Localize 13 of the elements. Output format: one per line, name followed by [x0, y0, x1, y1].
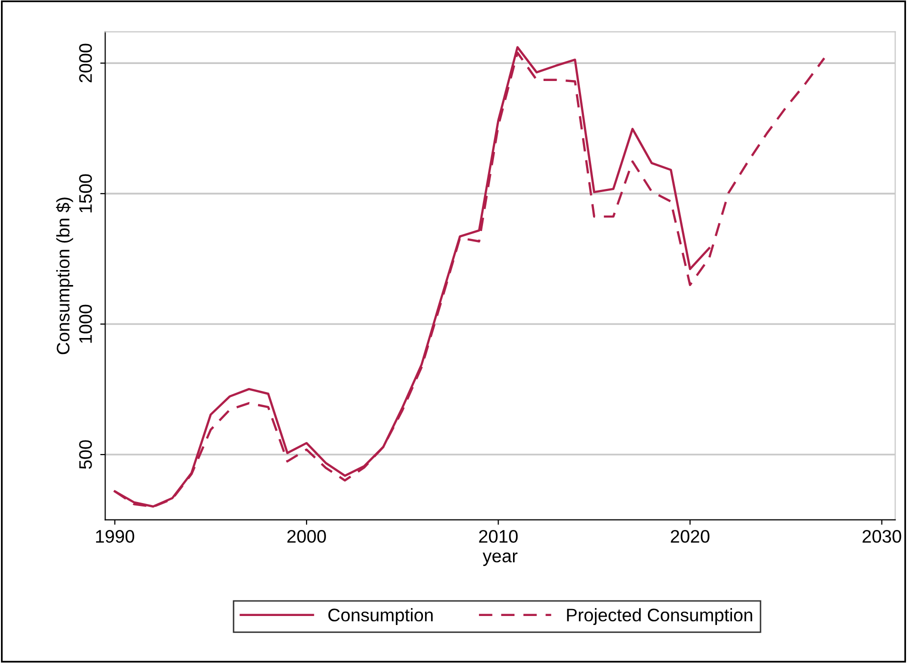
x-axis-title: year: [482, 552, 518, 566]
x-tick-label: 2000: [287, 530, 326, 543]
x-tick-label: 2030: [862, 530, 902, 543]
x-tick-label: 1990: [96, 530, 134, 543]
y-tick-label: 1500: [79, 174, 92, 212]
legend-label: Consumption: [328, 608, 433, 626]
y-tick-label: 1000: [79, 304, 92, 343]
y-tick-label: 2000: [79, 44, 92, 82]
y-tick-label: 500: [79, 440, 92, 469]
legend-label: Projected Consumption: [567, 608, 752, 626]
y-axis-title: Consumption (bn $): [56, 198, 74, 354]
x-tick-label: 2020: [670, 530, 710, 543]
x-tick-label: 2010: [479, 530, 518, 543]
